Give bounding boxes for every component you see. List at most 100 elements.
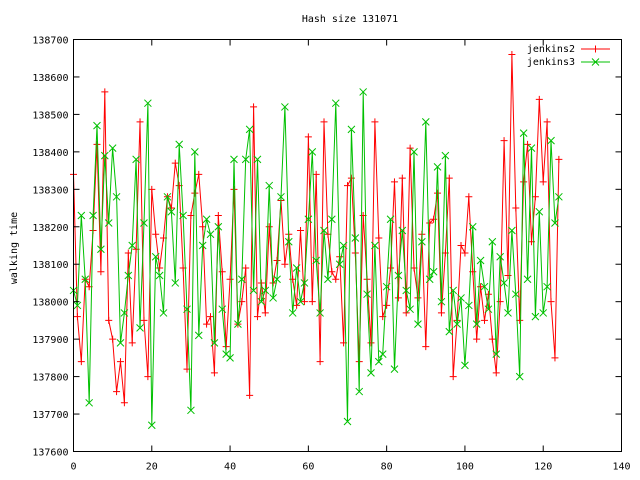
data-point-jenkins3 bbox=[245, 125, 254, 134]
data-point-jenkins3 bbox=[511, 290, 520, 299]
data-point-jenkins3 bbox=[261, 286, 270, 295]
data-point-jenkins2 bbox=[332, 275, 340, 283]
marker-stroke bbox=[382, 282, 391, 291]
data-point-jenkins3 bbox=[484, 305, 493, 314]
data-point-jenkins3 bbox=[292, 264, 301, 272]
data-point-jenkins3 bbox=[167, 207, 176, 216]
marker-stroke bbox=[261, 309, 269, 317]
marker-stroke bbox=[253, 313, 261, 321]
marker-stroke bbox=[312, 256, 321, 265]
data-point-jenkins3 bbox=[406, 305, 414, 314]
data-point-jenkins3 bbox=[265, 181, 274, 190]
marker-stroke bbox=[206, 230, 215, 239]
marker-stroke bbox=[234, 320, 242, 329]
marker-stroke bbox=[520, 178, 528, 186]
data-point-jenkins3 bbox=[151, 252, 160, 261]
marker-stroke bbox=[523, 275, 532, 284]
data-point-jenkins3 bbox=[547, 136, 555, 145]
marker-stroke bbox=[210, 339, 219, 347]
marker-stroke bbox=[386, 215, 395, 224]
data-point-jenkins3 bbox=[187, 406, 195, 415]
legend-marker-jenkins2 bbox=[592, 45, 599, 53]
data-point-jenkins2 bbox=[481, 316, 488, 324]
data-point-jenkins2 bbox=[383, 301, 391, 309]
marker-stroke bbox=[492, 350, 501, 358]
data-point-jenkins3 bbox=[515, 372, 524, 381]
data-point-jenkins3 bbox=[81, 275, 90, 284]
marker-stroke bbox=[414, 320, 422, 329]
marker-stroke bbox=[250, 103, 258, 111]
data-point-jenkins2 bbox=[195, 170, 203, 178]
data-point-jenkins2 bbox=[434, 189, 442, 197]
data-point-jenkins3 bbox=[277, 192, 285, 201]
x-tick-label: 0 bbox=[70, 462, 76, 473]
marker-stroke bbox=[281, 103, 289, 111]
data-point-jenkins2 bbox=[273, 256, 281, 264]
data-point-jenkins3 bbox=[410, 148, 418, 156]
marker-stroke bbox=[151, 252, 160, 261]
marker-stroke bbox=[351, 234, 360, 242]
y-tick-label: 137800 bbox=[32, 373, 68, 384]
data-point-jenkins3 bbox=[429, 267, 438, 276]
marker-stroke bbox=[344, 182, 351, 190]
x-tick-label: 120 bbox=[534, 462, 552, 473]
data-point-jenkins3 bbox=[128, 241, 137, 250]
data-point-jenkins3 bbox=[296, 297, 305, 306]
data-point-jenkins2 bbox=[297, 227, 305, 235]
marker-stroke bbox=[551, 219, 559, 227]
marker-stroke bbox=[249, 286, 258, 295]
marker-stroke bbox=[97, 245, 105, 254]
y-axis-label: walking time bbox=[9, 212, 20, 284]
data-point-jenkins3 bbox=[226, 354, 234, 362]
marker-stroke bbox=[93, 140, 101, 148]
marker-stroke bbox=[136, 118, 144, 126]
data-point-jenkins3 bbox=[108, 144, 117, 152]
marker-stroke bbox=[230, 185, 238, 193]
marker-stroke bbox=[371, 241, 379, 250]
marker-stroke bbox=[265, 223, 273, 231]
marker-stroke bbox=[85, 398, 94, 407]
data-point-jenkins3 bbox=[343, 417, 352, 426]
marker-stroke bbox=[144, 99, 152, 108]
marker-stroke bbox=[457, 242, 465, 249]
y-tick-label: 138100 bbox=[32, 260, 68, 271]
axis-ticks: 0 20 40 60 80 100 120 140 137600 137700 137800 1379… bbox=[32, 36, 630, 473]
marker-stroke bbox=[592, 45, 599, 53]
series-layer bbox=[69, 50, 563, 430]
marker-stroke bbox=[524, 140, 532, 148]
marker-stroke bbox=[547, 136, 555, 145]
marker-stroke bbox=[496, 298, 504, 306]
marker-stroke bbox=[237, 275, 246, 284]
marker-stroke bbox=[484, 305, 493, 314]
data-point-jenkins3 bbox=[543, 282, 551, 291]
data-point-jenkins2 bbox=[101, 88, 109, 96]
marker-stroke bbox=[104, 219, 113, 227]
data-point-jenkins3 bbox=[355, 387, 364, 396]
legend-marker-jenkins3 bbox=[591, 58, 600, 66]
data-point-jenkins2 bbox=[214, 212, 222, 220]
marker-stroke bbox=[136, 324, 144, 332]
data-point-jenkins2 bbox=[113, 388, 121, 396]
data-point-jenkins3 bbox=[339, 241, 348, 250]
data-point-jenkins3 bbox=[508, 226, 516, 235]
marker-stroke bbox=[441, 151, 450, 160]
data-point-jenkins3 bbox=[496, 252, 505, 261]
marker-stroke bbox=[155, 271, 164, 280]
data-point-jenkins3 bbox=[394, 271, 403, 280]
marker-stroke bbox=[476, 256, 485, 265]
data-point-jenkins2 bbox=[230, 185, 238, 193]
data-point-jenkins2 bbox=[328, 268, 336, 276]
marker-stroke bbox=[167, 207, 176, 216]
data-point-jenkins3 bbox=[175, 140, 184, 149]
marker-stroke bbox=[472, 320, 481, 329]
marker-stroke bbox=[406, 144, 414, 152]
marker-stroke bbox=[257, 297, 266, 306]
marker-stroke bbox=[535, 95, 543, 103]
data-point-jenkins3 bbox=[527, 144, 536, 152]
data-point-jenkins2 bbox=[73, 313, 81, 321]
marker-stroke bbox=[109, 335, 117, 343]
marker-stroke bbox=[269, 294, 277, 302]
x-tick-label: 140 bbox=[612, 462, 630, 473]
marker-stroke bbox=[296, 297, 305, 306]
